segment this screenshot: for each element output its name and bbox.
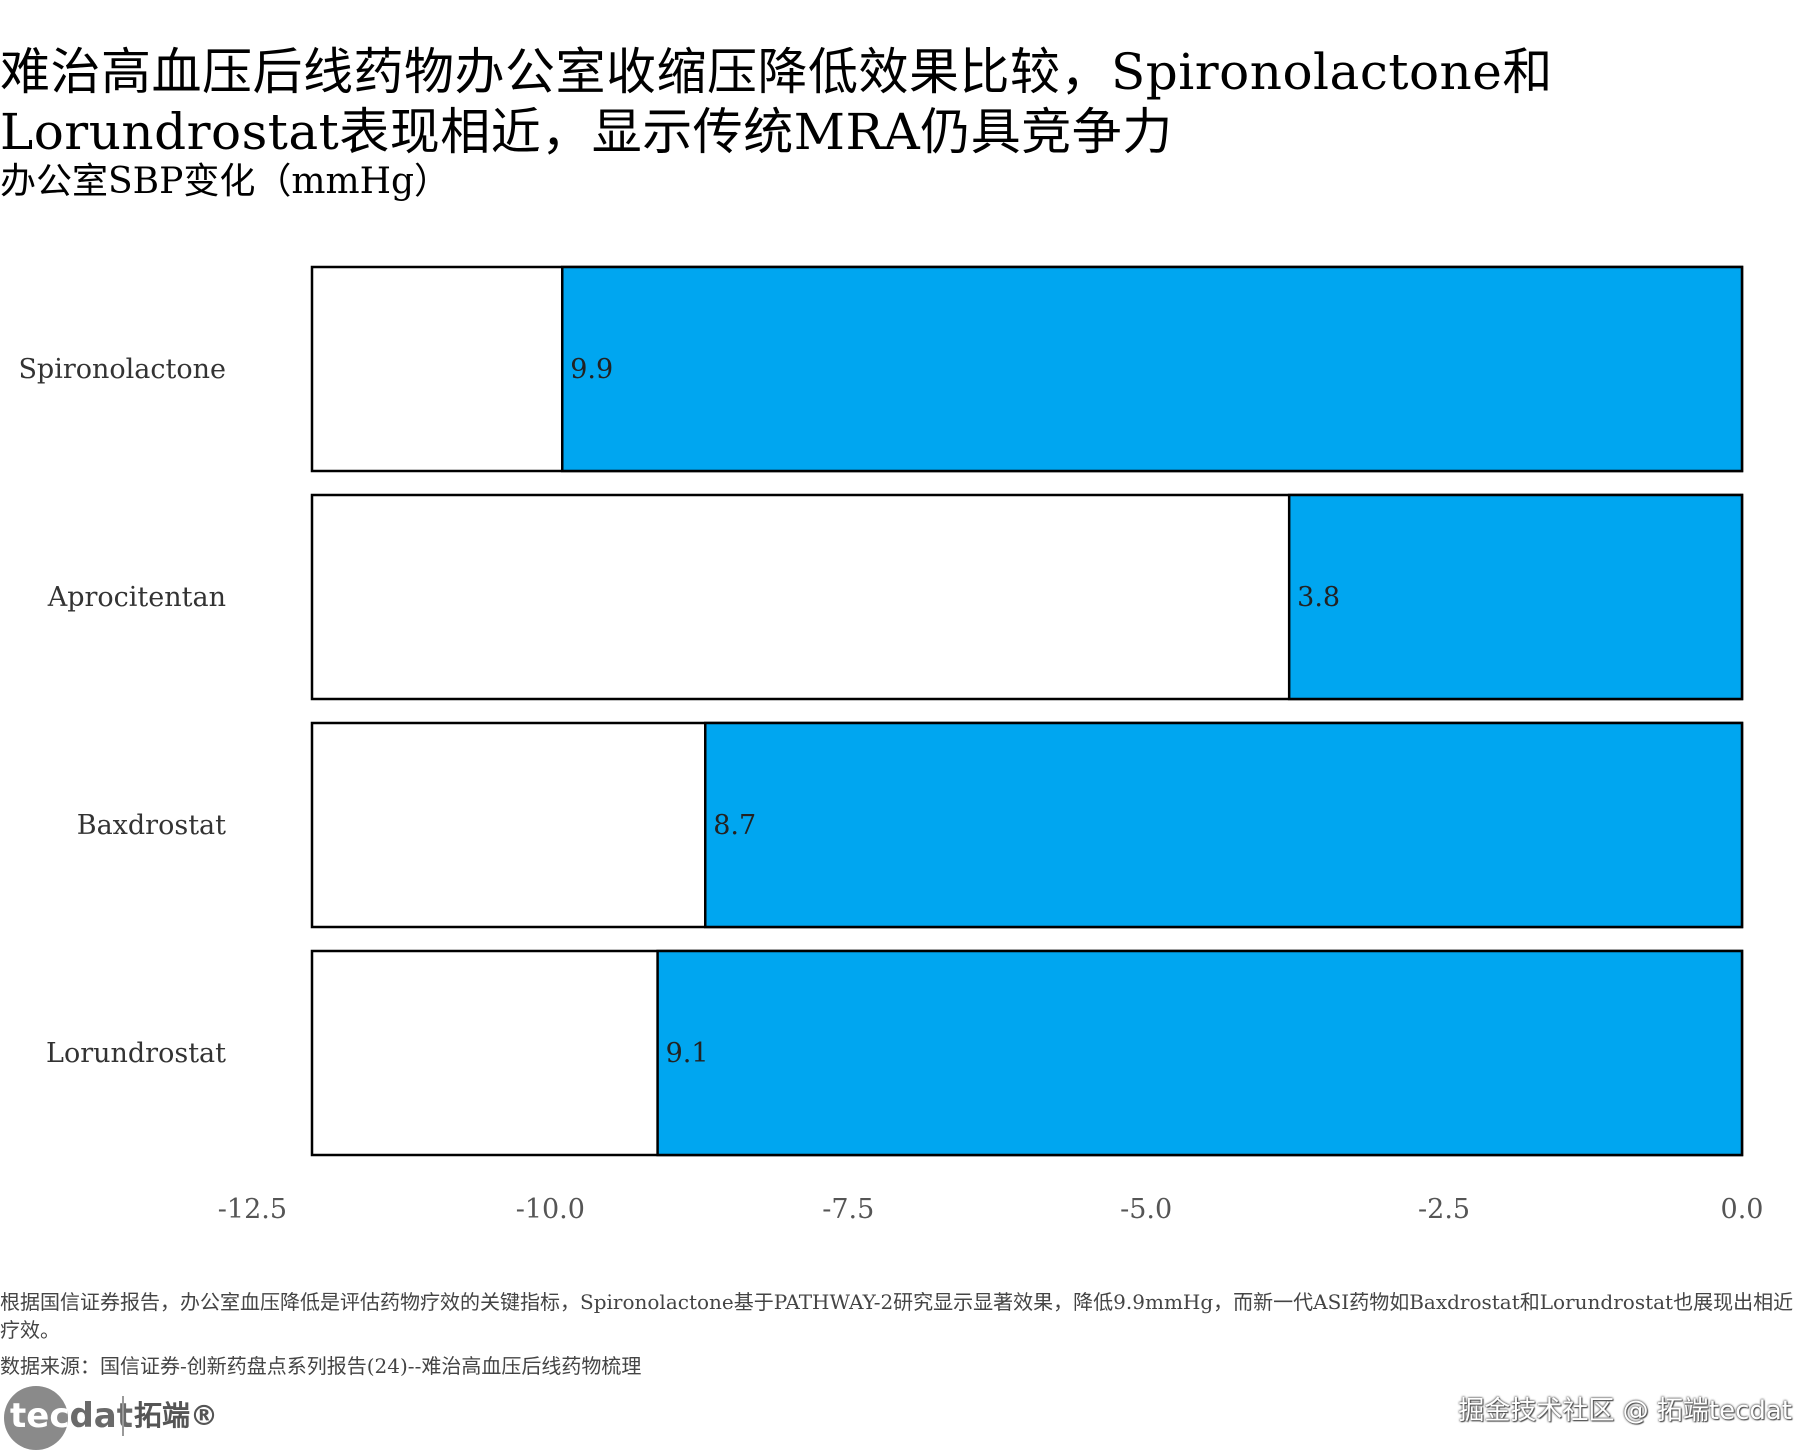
y-tick-label: Lorundrostat <box>46 1038 226 1069</box>
x-tick-label: -5.0 <box>1120 1194 1172 1225</box>
data-label: 3.8 <box>1297 582 1340 613</box>
x-tick-label: 0.0 <box>1721 1194 1764 1225</box>
chart-note: 根据国信证券报告，办公室血压降低是评估药物疗效的关键指标，Spironolact… <box>0 1290 1794 1342</box>
bar-aprocitentan <box>1287 493 1744 701</box>
x-tick-label: -2.5 <box>1418 1194 1470 1225</box>
logo-wordmark: tecdat <box>10 1396 134 1436</box>
chart-title: 难治高血压后线药物办公室收缩压降低效果比较，Spironolactone和Lor… <box>0 43 1553 161</box>
data-label: 9.9 <box>570 354 613 385</box>
y-tick-label: Baxdrostat <box>77 810 226 841</box>
bar-spironolactone <box>561 265 1744 473</box>
logo-chinese-name: 拓端® <box>134 1399 219 1432</box>
x-tick-label: -10.0 <box>516 1194 585 1225</box>
logo-circle-icon <box>4 1386 68 1450</box>
bar-lorundrostat <box>656 949 1744 1157</box>
data-label: 8.7 <box>713 810 756 841</box>
tecdat-logo: tecdat 拓端® <box>4 1382 224 1450</box>
y-tick-label: Aprocitentan <box>47 582 226 613</box>
chart-subtitle: 办公室SBP变化（mmHg） <box>0 161 451 202</box>
x-tick-label: -7.5 <box>822 1194 874 1225</box>
logo-divider <box>122 1396 124 1436</box>
x-tick-label: -12.5 <box>218 1194 287 1225</box>
bar-baxdrostat <box>704 721 1744 929</box>
data-label: 9.1 <box>666 1038 709 1069</box>
data-source: 数据来源：国信证券-创新药盘点系列报告(24)--难治高血压后线药物梳理 <box>0 1354 642 1378</box>
y-tick-label: Spironolactone <box>18 354 226 385</box>
bar-chart: Spironolactone 9.9 Aprocitentan 3.8 Baxdrost… <box>18 265 1764 1225</box>
watermark: 掘金技术社区 @ 拓端tecdat <box>1458 1396 1792 1426</box>
